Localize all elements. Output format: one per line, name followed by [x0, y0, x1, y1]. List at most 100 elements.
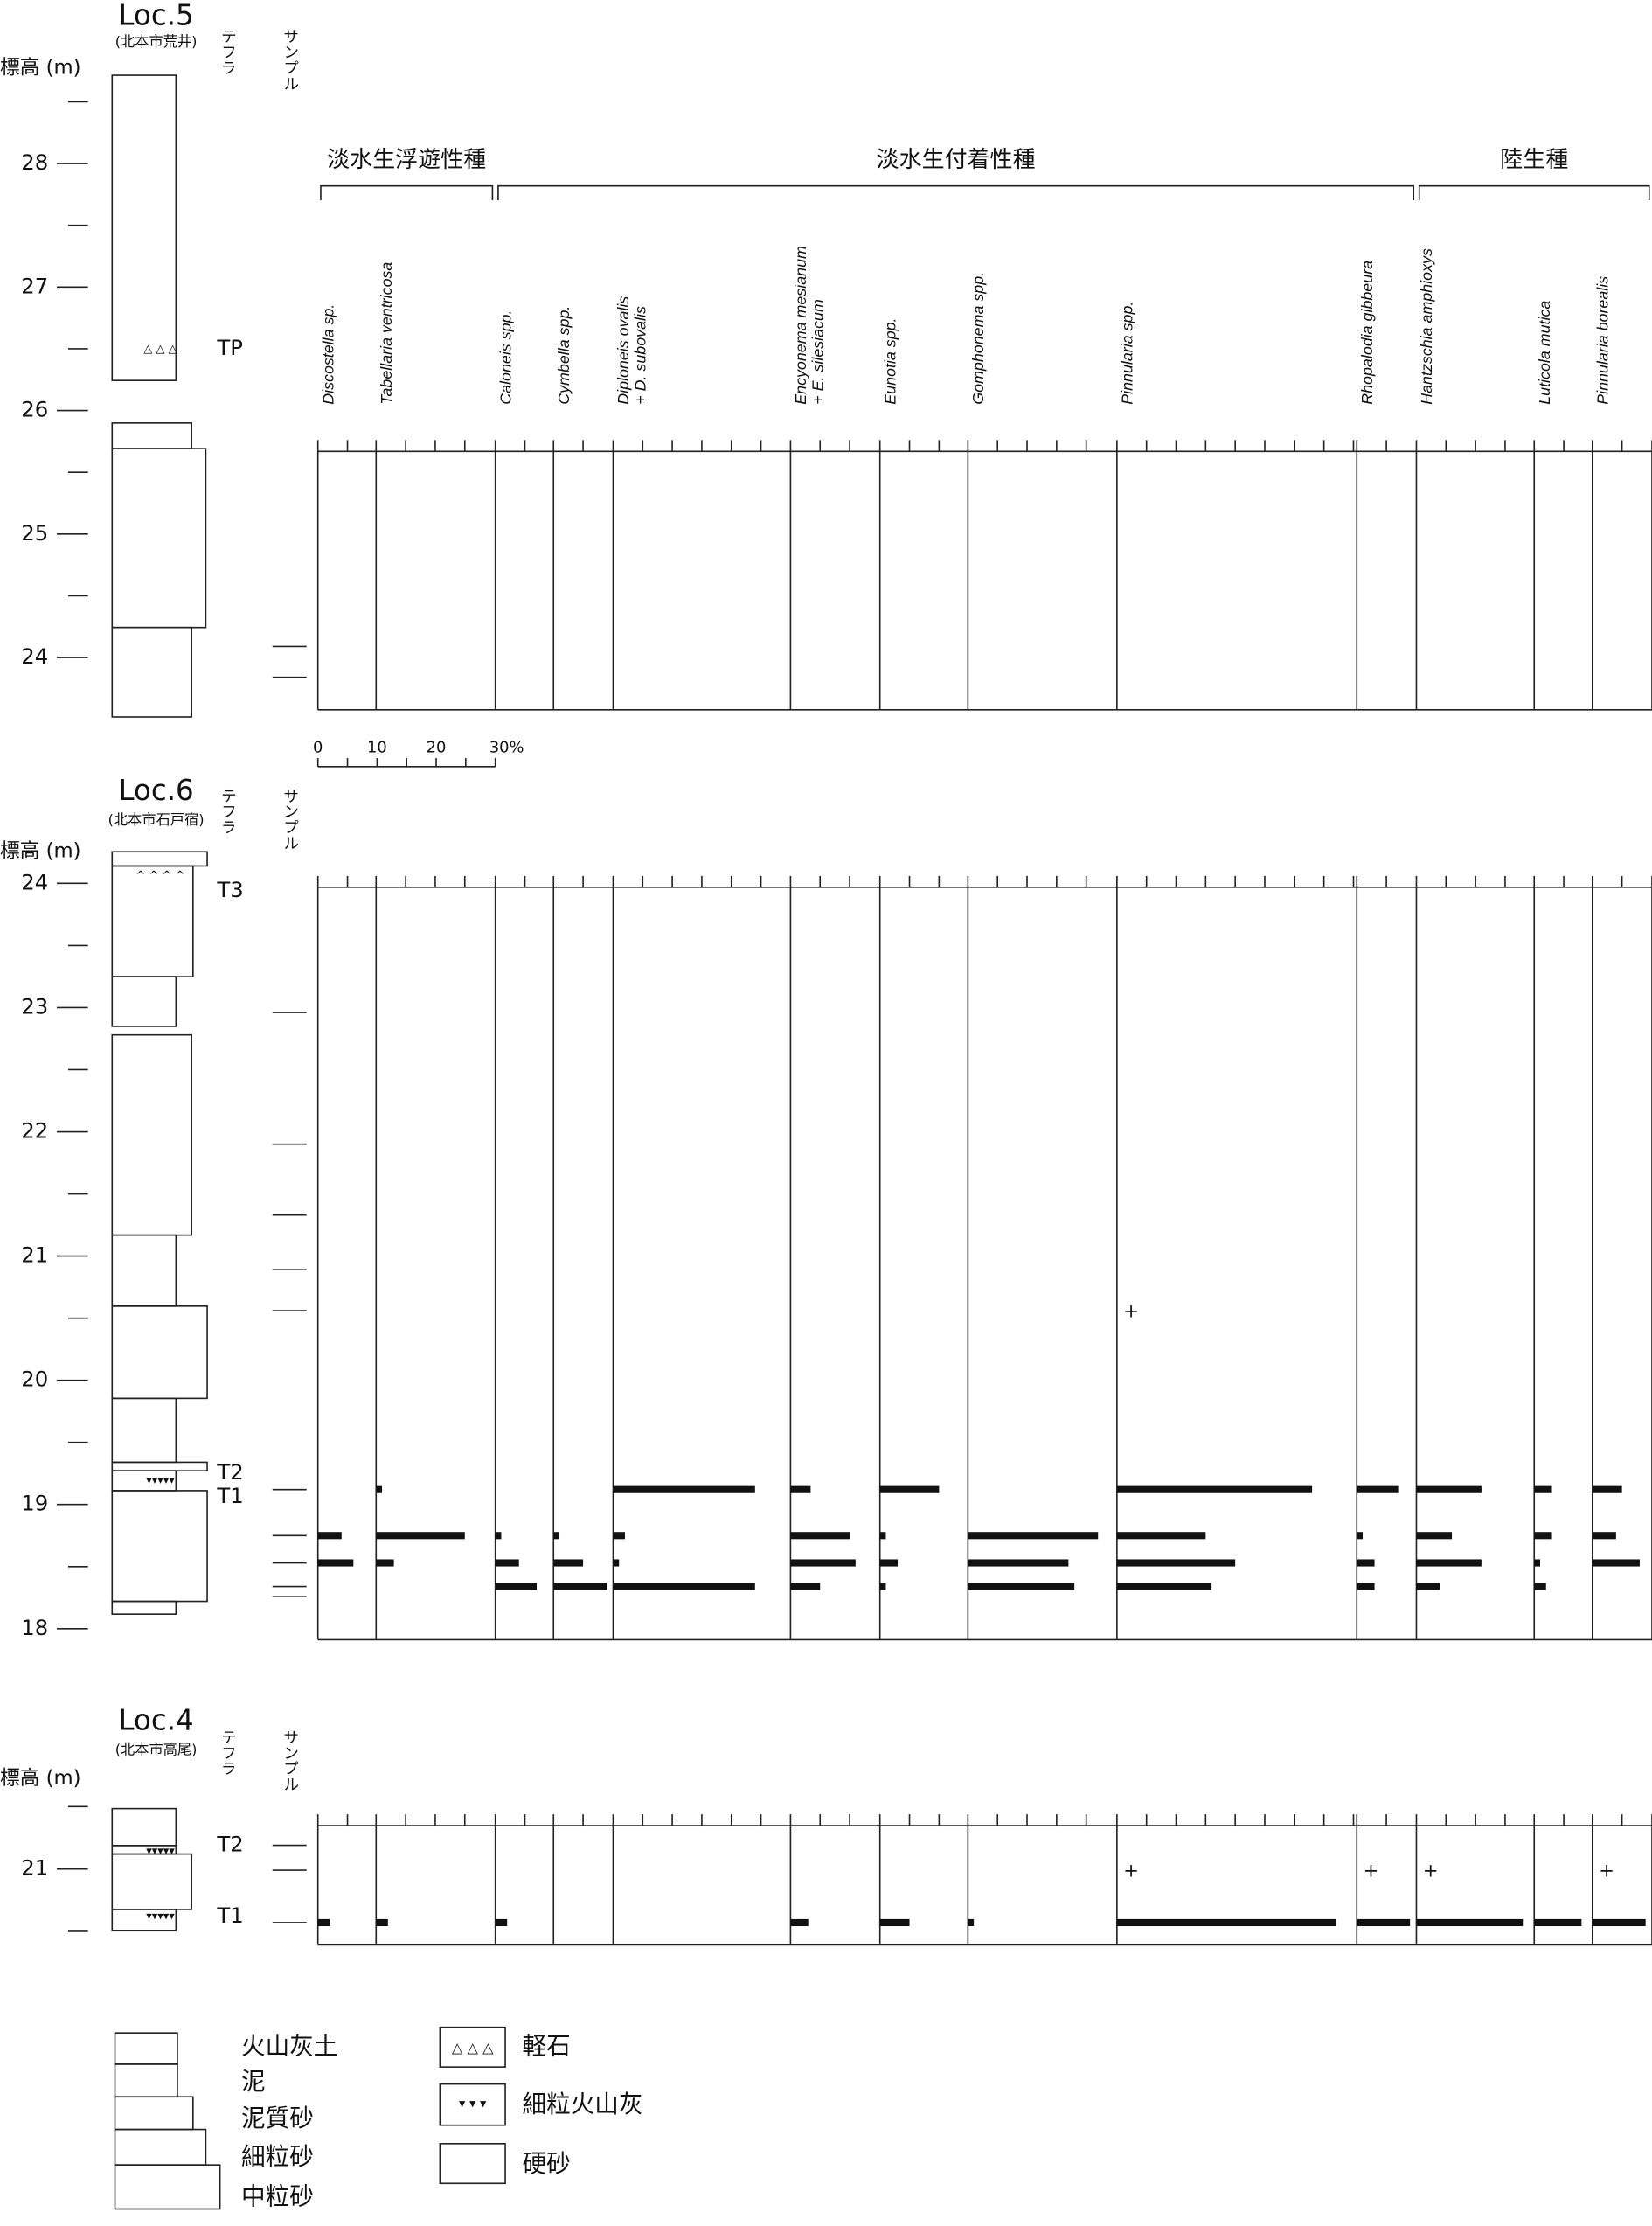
taxon-label: Discostella sp.: [319, 304, 337, 405]
tephra-header: テフラ: [219, 28, 237, 75]
present-mark: +: [1364, 1860, 1379, 1882]
tephra-symbol: ▾▾▾▾▾: [146, 1474, 175, 1487]
bar: [553, 1559, 584, 1567]
legend-label: 細粒砂: [241, 2142, 314, 2171]
bar: [879, 1485, 940, 1493]
scale-label: 10: [367, 739, 387, 757]
axis-label: 標高 (m): [0, 840, 81, 863]
tephra-header: テフラ: [219, 1729, 237, 1777]
lithology-layer: [111, 74, 177, 381]
tephra-label: TP: [216, 335, 243, 360]
bar: [376, 1485, 383, 1493]
taxon-label: Tabellaria ventricosa: [378, 262, 395, 405]
y-tick-label: 24: [21, 869, 48, 894]
bar: [879, 1583, 886, 1590]
bar: [1357, 1583, 1375, 1590]
tephra-label: T1: [216, 1903, 243, 1928]
present-mark: +: [1123, 1300, 1139, 1322]
group-label: 淡水生浮遊性種: [327, 147, 486, 173]
taxon-label: Eunotia spp.: [881, 317, 899, 404]
taxon-label: Diploneis ovalis: [614, 296, 632, 405]
bar: [1416, 1918, 1524, 1927]
bar: [1592, 1559, 1640, 1567]
bar: [879, 1918, 910, 1927]
lithology-layer: [111, 448, 207, 629]
pumice-symbol: △ △ △: [452, 2040, 494, 2056]
taxon-label: Gomphonema spp.: [969, 272, 987, 405]
lithology-layer: [111, 626, 193, 718]
legend-label: 中粒砂: [241, 2182, 314, 2211]
lithology-layer: [111, 865, 194, 977]
bar: [968, 1918, 975, 1927]
axis-label: 標高 (m): [0, 56, 81, 79]
bar: [790, 1485, 811, 1493]
bar: [317, 1532, 342, 1540]
bar: [1416, 1532, 1453, 1540]
location-place: (北本市荒井): [115, 33, 198, 50]
taxon-label: Caloneis spp.: [496, 310, 514, 405]
legend-swatch: [439, 2143, 506, 2185]
tephra-header: テフラ: [219, 788, 237, 835]
bar: [1416, 1559, 1482, 1567]
lithology-layer: [111, 851, 208, 867]
bar: [790, 1918, 809, 1927]
location-name: Loc.4: [118, 1704, 193, 1737]
sample-header: サンプル: [281, 1729, 299, 1791]
bar: [1357, 1532, 1364, 1540]
present-mark: +: [1599, 1860, 1614, 1882]
bar: [1592, 1532, 1616, 1540]
lithology-layer: [111, 1909, 177, 1932]
location-place: (北本市高尾): [115, 1742, 198, 1758]
lithology-layer: [111, 422, 193, 449]
bar: [376, 1918, 388, 1927]
y-tick-label: 20: [21, 1367, 48, 1392]
present-mark: +: [1423, 1860, 1439, 1882]
lithology-layer: [111, 1490, 208, 1603]
bar: [495, 1583, 538, 1590]
legend-label: 軽石: [523, 2031, 571, 2060]
lithology-layer: [111, 1600, 177, 1615]
location-name: Loc.6: [118, 774, 193, 807]
legend-label: 火山灰土: [241, 2031, 337, 2060]
bar: [613, 1583, 755, 1590]
location-place: (北本市石戸宿): [108, 811, 205, 828]
tephra-label: T2: [216, 1459, 243, 1485]
group-bracket: [1418, 184, 1650, 200]
legend-swatch: [439, 2026, 506, 2068]
taxon-label: Hantzschia amphioxys: [1418, 248, 1435, 405]
lithology-layer: [111, 1234, 177, 1307]
lithology-layer: [111, 1461, 208, 1471]
bar: [1534, 1918, 1582, 1927]
taxon-label: + E. silesiacum: [809, 299, 827, 405]
lithology-layer: [111, 1807, 177, 1847]
legend-label: 泥: [241, 2067, 266, 2096]
legend-label: 細粒火山灰: [523, 2090, 643, 2118]
tephra-symbol: ▾▾▾▾▾: [146, 1910, 175, 1923]
legend-swatch: [114, 2096, 194, 2131]
bar: [879, 1559, 898, 1567]
bar: [1534, 1559, 1540, 1567]
tephra-label: T1: [216, 1483, 243, 1508]
group-label: 陸生種: [1500, 147, 1568, 173]
y-tick-label: 27: [21, 273, 48, 298]
present-mark: +: [1123, 1860, 1139, 1882]
bar: [1116, 1559, 1236, 1567]
bar: [613, 1485, 755, 1493]
bar: [376, 1532, 465, 1540]
y-tick-label: 18: [21, 1615, 48, 1640]
bar: [790, 1583, 821, 1590]
bar: [1534, 1485, 1552, 1493]
bar: [1116, 1485, 1313, 1493]
lithology-layer: [111, 976, 177, 1027]
lithology-layer: [111, 1305, 208, 1400]
y-tick-label: 19: [21, 1491, 48, 1516]
taxon-label: Luticola mutica: [1536, 301, 1553, 405]
scale-label: 20: [427, 739, 447, 757]
bar: [1416, 1583, 1440, 1590]
y-tick-label: 22: [21, 1118, 48, 1144]
legend-swatch: [114, 2164, 221, 2210]
group-bracket: [320, 184, 494, 200]
y-tick-label: 28: [21, 150, 48, 175]
